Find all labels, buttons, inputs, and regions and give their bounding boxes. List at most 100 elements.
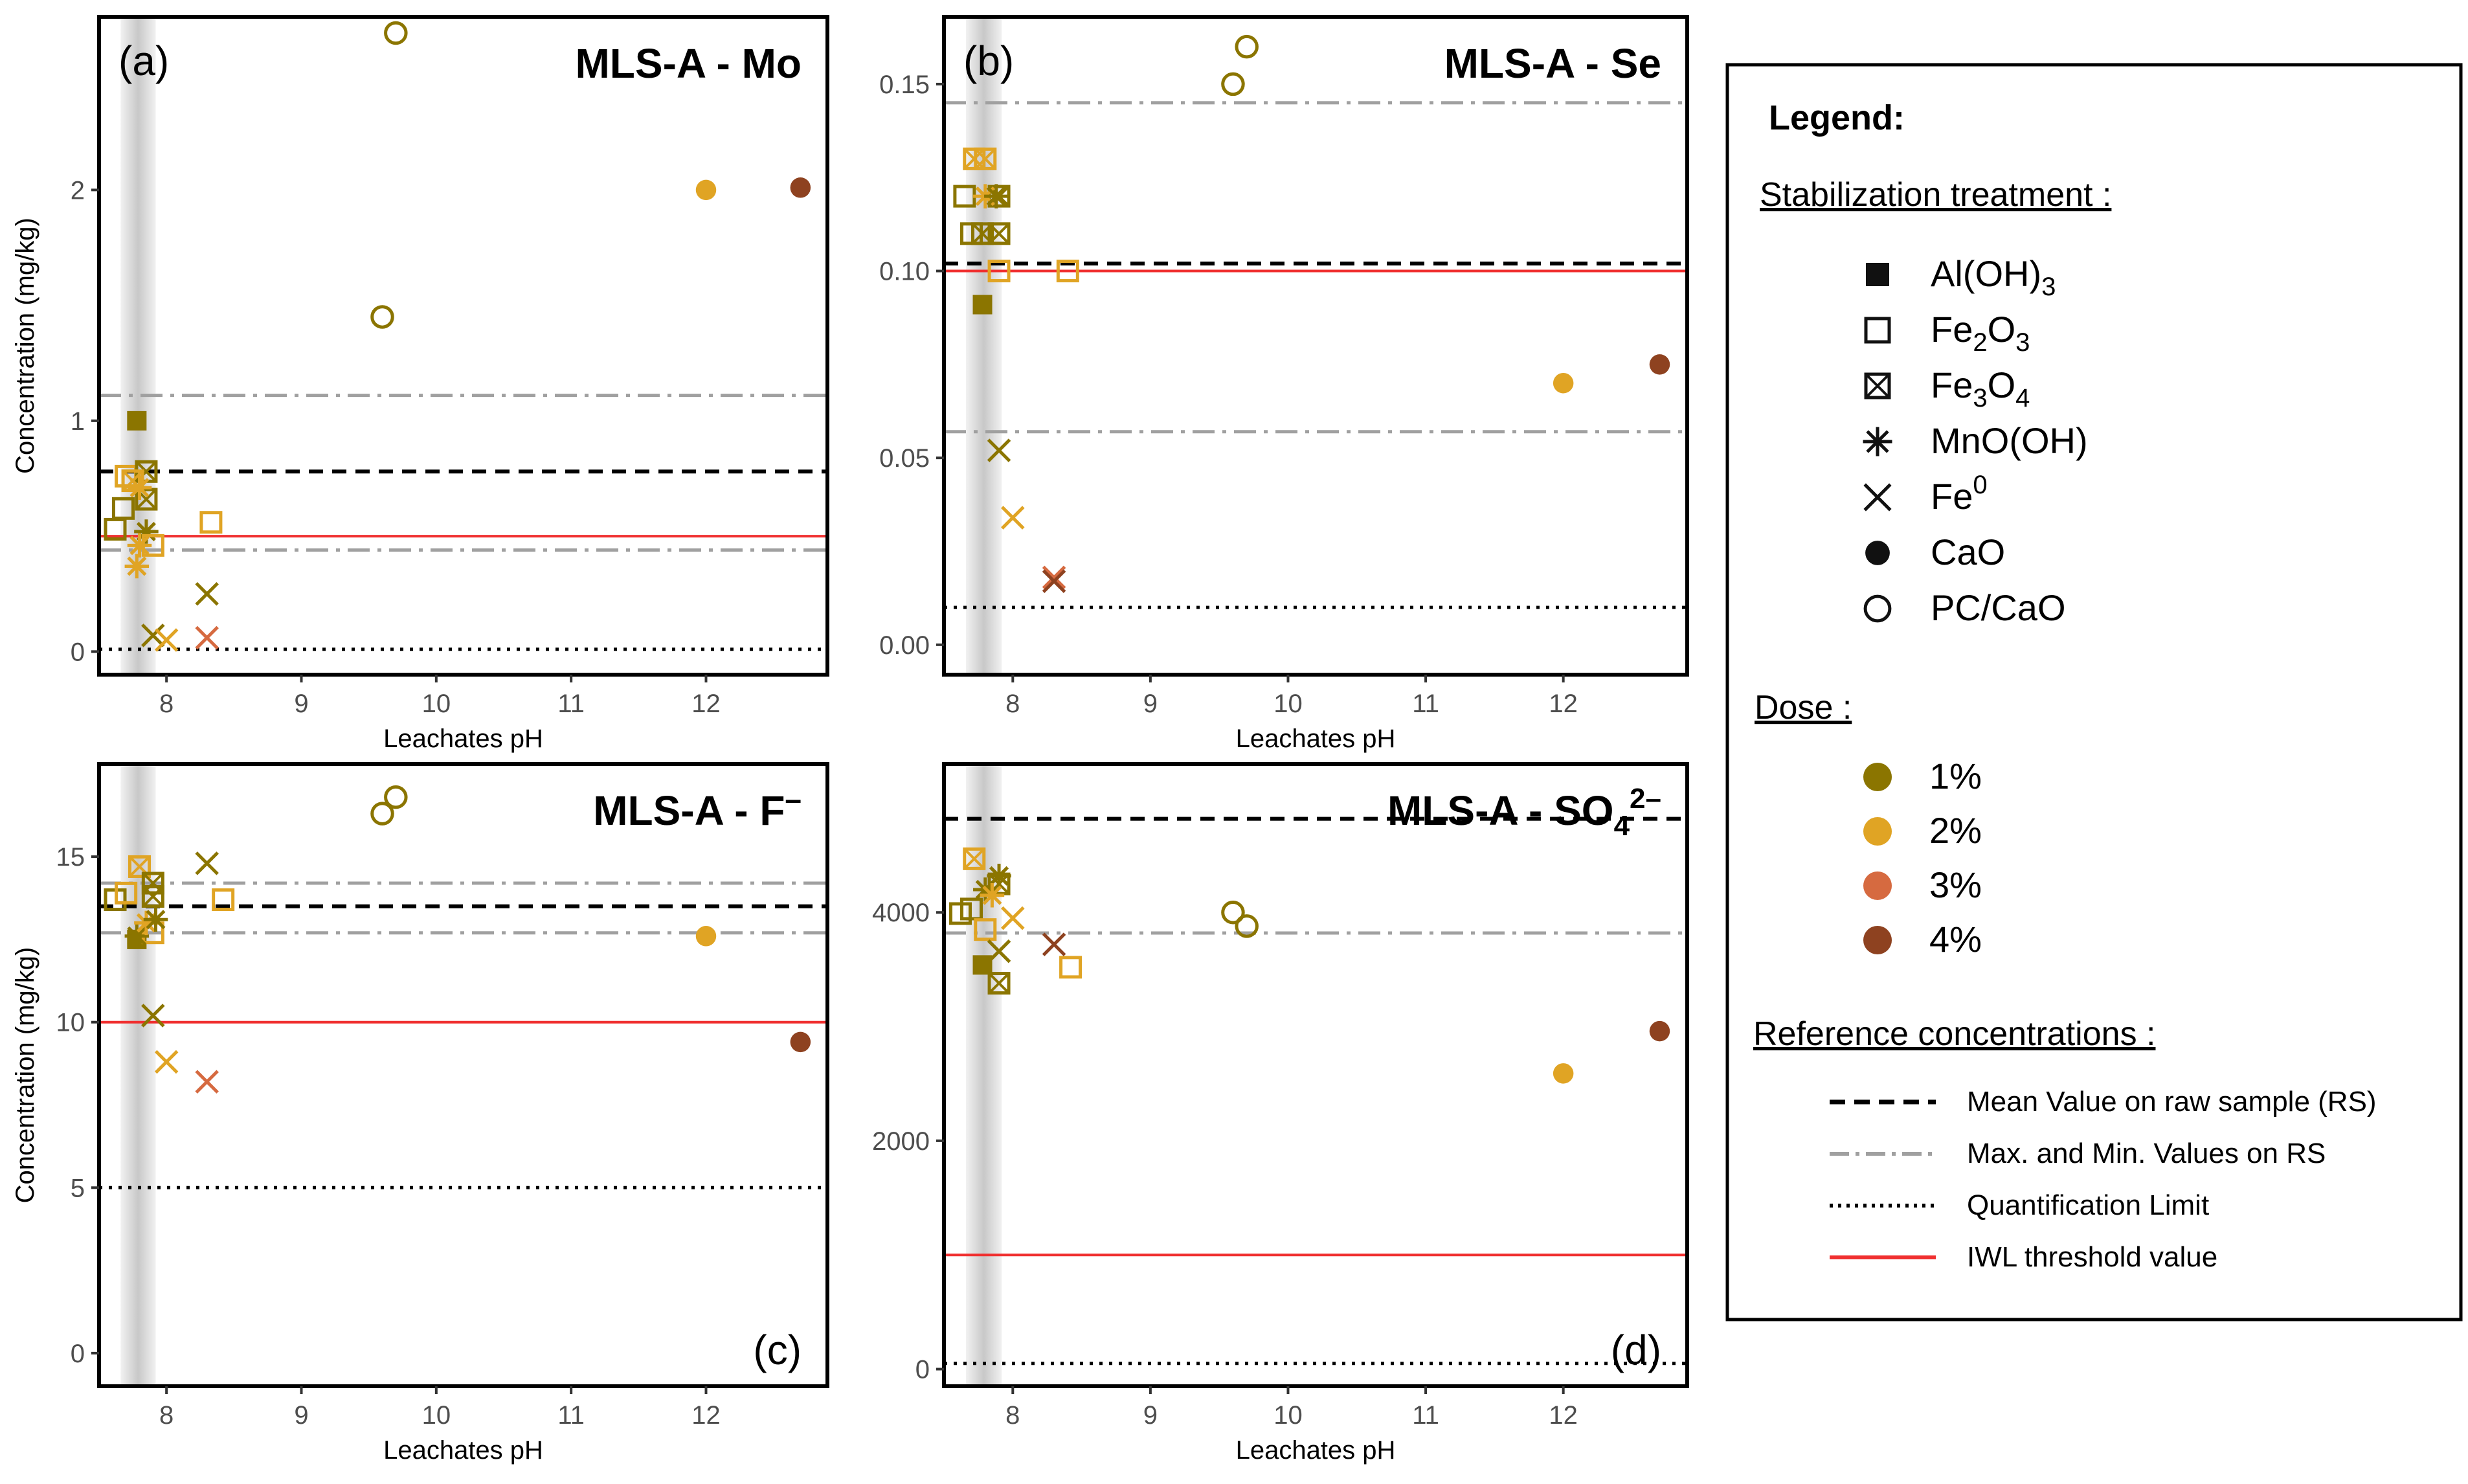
marker-asterisk [143, 907, 168, 932]
data-point [154, 628, 179, 652]
legend-ref-label: Mean Value on raw sample (RS) [1967, 1086, 2377, 1118]
x-tick-label: 12 [1549, 690, 1578, 718]
marker-asterisk [987, 864, 1011, 888]
legend-dose-label: 1% [1929, 756, 1982, 796]
legend-item-mnooh: MnO(OH) [1863, 420, 2088, 461]
marker-open-circle [1235, 34, 1259, 59]
x-tick-label: 12 [691, 1401, 721, 1430]
data-point [199, 511, 223, 534]
marker-open-circle [370, 305, 394, 329]
y-tick-label: 0.00 [879, 631, 930, 660]
marker-cross [195, 625, 219, 650]
marker-crossed-square-x [988, 972, 1010, 994]
marker-asterisk [134, 910, 159, 936]
legend-dose-swatch [1863, 763, 1892, 791]
legend-item-label: Fe3O4 [1931, 365, 2030, 412]
legend-item-label: Fe0 [1931, 471, 1988, 517]
marker-cross [1001, 906, 1025, 930]
marker-cross [1042, 569, 1066, 593]
marker-open-square [974, 918, 997, 941]
x-tick-label: 12 [1549, 1401, 1578, 1430]
marker-cross [154, 1050, 179, 1074]
legend-ref-label: Quantification Limit [1967, 1189, 2209, 1221]
x-tick-label: 8 [159, 1401, 174, 1430]
marker-cross [1001, 506, 1025, 530]
data-point [384, 785, 408, 809]
marker-cross [987, 438, 1011, 462]
y-tick-label: 0.10 [879, 258, 930, 286]
marker-open-square [1864, 317, 1891, 344]
x-tick-label: 9 [294, 1401, 308, 1430]
y-tick-label: 1 [71, 407, 85, 436]
legend-item-label: Fe2O3 [1931, 309, 2030, 357]
y-tick-label: 10 [56, 1009, 85, 1037]
data-point [790, 1031, 811, 1053]
marker-asterisk [127, 475, 152, 500]
legend-ref-iwl: IWL threshold value [1830, 1241, 2217, 1273]
data-point [195, 625, 219, 650]
x-axis-label: Leachates pH [1236, 725, 1396, 753]
data-point [963, 847, 986, 870]
x-tick-label: 11 [1412, 1401, 1439, 1430]
legend-ref-heading: Reference concentrations : [1753, 1015, 2155, 1053]
marker-asterisk [124, 924, 150, 949]
panel-title: MLS-A - Mo [575, 40, 802, 87]
data-point [1221, 72, 1245, 96]
marker-crossed-square [121, 469, 144, 493]
legend-box [1725, 63, 2463, 1321]
data-point [1649, 1020, 1670, 1042]
x-tick-label: 8 [159, 690, 174, 718]
data-point [972, 295, 993, 315]
marker-filled-circle [790, 1031, 811, 1053]
data-point [141, 884, 164, 908]
data-point [972, 955, 993, 975]
legend-item-pccao: PC/CaO [1863, 587, 2066, 628]
panel-title: MLS-A - F– [593, 782, 802, 834]
marker-open-circle [1863, 594, 1892, 623]
marker-crossed-square [963, 847, 986, 870]
marker-filled-circle [1649, 1020, 1670, 1042]
x-tick-label: 10 [1273, 1401, 1303, 1430]
panel-b: 8 9 10 11 12 0.00 0.05 0.10 0.15 Leachates pH MLS-… [879, 15, 1689, 753]
data-point [134, 910, 159, 936]
y-tick-label: 4000 [872, 899, 930, 927]
data-point [195, 851, 219, 875]
data-point [790, 177, 811, 198]
data-point [1042, 569, 1066, 593]
data-point [1042, 565, 1066, 590]
marker-cross [1863, 483, 1892, 512]
marker-open-square [987, 260, 1011, 283]
marker-crossed-square [141, 871, 164, 895]
marker-crossed-square [128, 855, 151, 878]
marker-asterisk [127, 533, 152, 558]
plot-area [944, 764, 1687, 1386]
x-tick-label: 12 [691, 690, 721, 718]
data-point [960, 897, 983, 921]
legend-dose-1pct: 1% [1863, 756, 1982, 796]
legend-item-label: PC/CaO [1931, 587, 2066, 628]
data-point [195, 581, 219, 606]
marker-filled-circle [1649, 354, 1670, 375]
data-point [134, 519, 159, 544]
data-point [127, 475, 152, 500]
y-tick-label: 15 [56, 843, 85, 871]
x-tick-label: 9 [294, 690, 308, 718]
marker-crossed-square [1864, 372, 1891, 399]
data-point [987, 260, 1011, 283]
legend-ref-mean: Mean Value on raw sample (RS) [1830, 1086, 2377, 1118]
marker-open-square [1056, 260, 1079, 283]
panel-title: MLS-A - Se [1444, 40, 1661, 87]
legend-ref-label: Max. and Min. Values on RS [1967, 1138, 2326, 1169]
data-point [1001, 906, 1025, 930]
marker-crossed-square-x [988, 223, 1010, 245]
legend-dose-swatch [1863, 871, 1892, 900]
panel-c: 8 9 10 11 12 0 5 10 15 Leachates pH Concentration … [11, 762, 829, 1465]
marker-asterisk [134, 519, 159, 544]
legend-dose-2pct: 2% [1863, 810, 1982, 851]
data-point [987, 222, 1011, 245]
x-tick-label: 8 [1005, 1401, 1020, 1430]
legend-item-label: MnO(OH) [1931, 420, 2088, 461]
data-point [1059, 956, 1083, 979]
